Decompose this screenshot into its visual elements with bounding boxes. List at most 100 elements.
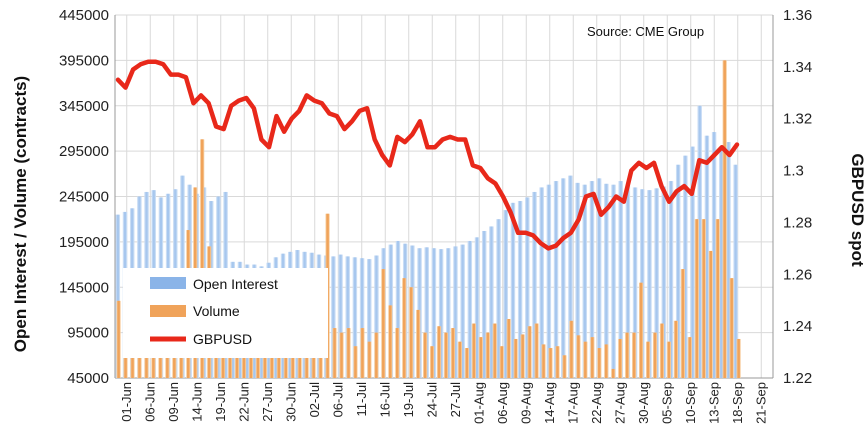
volume-bar-core (584, 341, 587, 378)
x-tick-label: 13-Sep (706, 382, 721, 424)
x-axis-ticks: 01-Jun 06-Jun 09-Jun 14-Jun 19-Jun 22-Jun 27-J… (119, 382, 769, 424)
open-interest-bar-core (439, 249, 443, 378)
volume-bar-core (646, 341, 650, 378)
open-interest-bar-core (360, 258, 364, 378)
volume-bar-core (625, 332, 629, 378)
open-interest-bar-core (547, 184, 550, 378)
right-axis-title: GBPUSD spot (848, 153, 867, 267)
open-interest-bar-core (540, 187, 543, 378)
volume-bar-core (124, 346, 127, 378)
volume-bar-core (660, 323, 664, 378)
open-interest-bar-core (598, 178, 601, 378)
open-interest-bar-core (432, 248, 436, 378)
volume-bar-core (409, 287, 413, 378)
right-tick-label: 1.28 (783, 214, 812, 231)
legend-label-volume: Volume (193, 303, 240, 319)
x-tick-label: 01-Jun (119, 382, 134, 422)
x-tick-label: 09-Aug (518, 382, 533, 424)
volume-bar-core (723, 60, 726, 378)
open-interest-bar-core (677, 164, 680, 378)
open-interest-bar-core (648, 190, 651, 378)
x-tick-label: 27-Aug (612, 382, 627, 424)
left-tick-label: 395000 (59, 52, 109, 69)
volume-bar-core (361, 328, 364, 378)
x-tick-label: 14-Aug (542, 382, 557, 424)
x-tick-label: 06-Aug (495, 382, 510, 424)
volume-bar-core (451, 328, 455, 378)
x-tick-label: 30-Aug (636, 382, 651, 424)
left-axis-title: Open Interest / Volume (contracts) (11, 76, 30, 352)
volume-bar-core (681, 269, 685, 378)
volume-bar-core (688, 337, 692, 378)
volume-bar-core (577, 335, 580, 378)
open-interest-bar-core (519, 201, 522, 378)
volume-bar-core (472, 323, 476, 378)
open-interest-bar-core (490, 226, 493, 378)
open-interest-bar-core (116, 214, 119, 378)
open-interest-bar-core (684, 155, 687, 378)
volume-bar-core (221, 350, 225, 378)
volume-bar-core (542, 344, 545, 378)
volume-bar-core (389, 305, 392, 378)
volume-bar-core (521, 334, 524, 378)
volume-bar-core (458, 341, 462, 378)
volume-bar-core (730, 278, 733, 378)
x-tick-label: 11-Jul (354, 382, 369, 417)
gbpusd-line-group (115, 59, 740, 251)
left-tick-label: 245000 (59, 189, 109, 206)
volume-bar-core (563, 355, 566, 378)
x-tick-label: 30-Jun (283, 382, 298, 422)
x-tick-label: 09-Jun (166, 382, 181, 422)
volume-bar-core (173, 341, 176, 378)
volume-bar-core (653, 332, 657, 378)
open-interest-bar-core (612, 184, 615, 378)
open-interest-bar-core (353, 257, 357, 378)
x-tick-label: 06-Jul (330, 382, 345, 418)
left-tick-label: 45000 (67, 370, 109, 387)
x-tick-label: 14-Jun (189, 382, 204, 422)
volume-bar-core (340, 332, 343, 378)
volume-bar-core (632, 332, 636, 378)
volume-bar-core (402, 278, 406, 378)
volume-bar-core (444, 332, 448, 378)
x-tick-label: 06-Jun (142, 382, 157, 422)
volume-bar-core (319, 350, 322, 378)
volume-bar-core (465, 348, 469, 378)
open-interest-bar-core (691, 146, 694, 378)
volume-bar-core (235, 355, 239, 378)
volume-bar-core (375, 332, 378, 378)
open-interest-bar-core (633, 187, 637, 378)
right-tick-label: 1.32 (783, 111, 812, 128)
volume-bar-core (396, 328, 399, 378)
right-tick-label: 1.3 (783, 163, 804, 180)
x-tick-label: 27-Jun (260, 382, 275, 422)
volume-bar-core (263, 346, 267, 378)
volume-bar-core (514, 338, 517, 378)
open-interest-bar-core (497, 219, 500, 378)
open-interest-bar-core (734, 164, 737, 378)
open-interest-bar-core (339, 254, 342, 378)
x-tick-label: 10-Sep (683, 382, 698, 424)
left-axis-ticks: 445000 395000 345000 295000 245000 195000 1450… (59, 7, 109, 387)
volume-bar-core (117, 300, 120, 378)
volume-bar-core (605, 344, 608, 378)
open-interest-bar-core (583, 184, 586, 378)
open-interest-bar-core (705, 135, 709, 378)
open-interest-bar-core (468, 240, 471, 378)
source-label: Source: CME Group (587, 24, 704, 39)
open-interest-bar-core (454, 246, 457, 378)
open-interest-bar-core (626, 185, 629, 378)
volume-bar-core (493, 323, 497, 378)
x-tick-label: 24-Jul (424, 382, 439, 418)
open-interest-bar-core (425, 247, 428, 378)
volume-bar-core (180, 341, 183, 378)
right-tick-label: 1.34 (783, 59, 812, 76)
volume-bar-core (639, 282, 643, 378)
volume-bar-core (500, 346, 504, 378)
right-tick-label: 1.22 (783, 370, 812, 387)
x-tick-label: 17-Aug (565, 382, 580, 424)
x-tick-label: 19-Jul (401, 382, 416, 418)
open-interest-bar-core (526, 197, 529, 378)
x-tick-label: 01-Aug (471, 382, 486, 424)
volume-bar-core (256, 341, 260, 378)
